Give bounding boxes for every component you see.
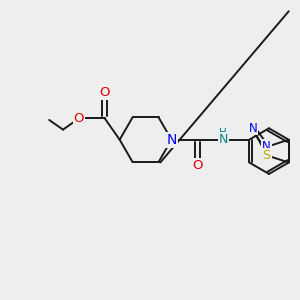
Text: O: O [74,112,84,125]
Text: O: O [192,159,203,172]
Text: N: N [262,140,271,153]
Text: S: S [262,149,271,162]
Text: H: H [219,128,227,138]
Text: N: N [248,122,257,134]
Text: O: O [100,86,110,99]
Text: N: N [166,133,177,147]
Text: N: N [219,133,228,146]
